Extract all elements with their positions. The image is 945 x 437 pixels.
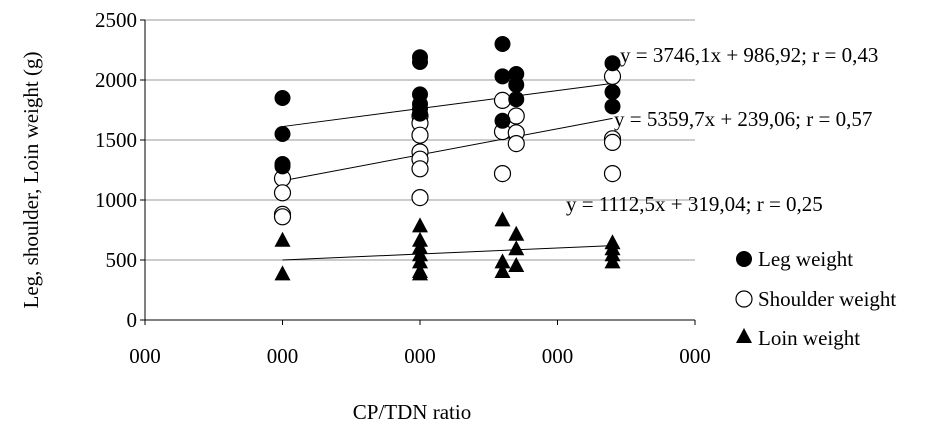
x-axis-title: CP/TDN ratio [353, 400, 471, 424]
legend: Leg weight Shoulder weight Loin weight [735, 247, 896, 350]
y-tick-label: 1000 [95, 188, 137, 212]
regression-equations: y = 3746,1x + 986,92; r = 0,43 y = 5359,… [566, 43, 878, 216]
point-shoulder-weight [411, 189, 429, 207]
point-leg-weight [274, 158, 291, 175]
data-points [273, 36, 622, 281]
x-tick-label: 000 [542, 344, 574, 368]
point-shoulder-weight [603, 133, 622, 151]
equation-leg: y = 3746,1x + 986,92; r = 0,43 [620, 43, 878, 67]
x-tick-label: 000 [129, 344, 161, 368]
point-leg-weight [494, 112, 511, 129]
point-shoulder-weight [493, 165, 512, 183]
point-loin-weight [412, 217, 428, 233]
point-loin-weight [274, 265, 291, 281]
y-tick-label: 2500 [95, 8, 137, 32]
equation-shoulder: y = 5359,7x + 239,06; r = 0,57 [614, 107, 872, 131]
legend-marker-filled-circle [736, 251, 752, 267]
legend-marker-open-circle [735, 290, 753, 308]
point-leg-weight [412, 105, 428, 122]
point-shoulder-weight [411, 126, 429, 144]
equation-loin: y = 1112,5x + 319,04; r = 0,25 [566, 192, 823, 216]
x-tick-label: 000 [404, 344, 436, 368]
point-shoulder-weight [273, 208, 292, 226]
trendline-leg [282, 82, 613, 128]
point-leg-weight [604, 55, 621, 72]
point-shoulder-weight [507, 135, 525, 153]
point-leg-weight [508, 76, 525, 93]
point-loin-weight [412, 253, 428, 269]
point-leg-weight [412, 54, 428, 70]
legend-marker-triangle [736, 328, 752, 343]
legend-item-leg: Leg weight [736, 247, 853, 271]
legend-label-shoulder: Shoulder weight [758, 287, 896, 311]
point-leg-weight [494, 36, 511, 52]
trendlines [282, 82, 613, 261]
point-shoulder-weight [507, 107, 525, 125]
point-loin-weight [604, 253, 621, 269]
point-leg-weight [274, 90, 291, 106]
point-shoulder-weight [273, 184, 292, 202]
point-loin-weight [494, 263, 511, 278]
point-leg-weight [274, 126, 291, 142]
trendline-shoulder [282, 117, 613, 182]
point-loin-weight [508, 257, 525, 272]
point-loin-weight [412, 265, 428, 281]
y-tick-label: 0 [127, 308, 138, 332]
legend-label-leg: Leg weight [758, 247, 853, 271]
point-loin-weight [494, 253, 511, 269]
y-tick-label: 2000 [95, 68, 137, 92]
x-tick-label: 000 [679, 344, 711, 368]
point-shoulder-weight [603, 165, 622, 183]
y-tick-label: 500 [106, 248, 138, 272]
point-loin-weight [508, 240, 525, 256]
point-shoulder-weight [411, 160, 429, 178]
x-tick-label: 000 [267, 344, 299, 368]
point-leg-weight [604, 98, 621, 115]
point-loin-weight [494, 211, 511, 227]
point-shoulder-weight [493, 91, 512, 110]
y-axis-title: Leg, shoulder, Loin weight (g) [19, 52, 43, 309]
point-loin-weight [274, 231, 291, 247]
point-loin-weight [508, 225, 525, 241]
trendline-loin [282, 245, 613, 261]
axes: 0 500 1000 1500 2000 2500 000 000 000 000 000 [95, 8, 711, 368]
legend-item-loin: Loin weight [736, 326, 860, 350]
legend-item-shoulder: Shoulder weight [735, 287, 896, 311]
point-leg-weight [494, 68, 511, 85]
y-tick-label: 1500 [95, 128, 137, 152]
legend-label-loin: Loin weight [758, 326, 860, 350]
point-leg-weight [508, 91, 525, 108]
point-leg-weight [604, 84, 621, 100]
